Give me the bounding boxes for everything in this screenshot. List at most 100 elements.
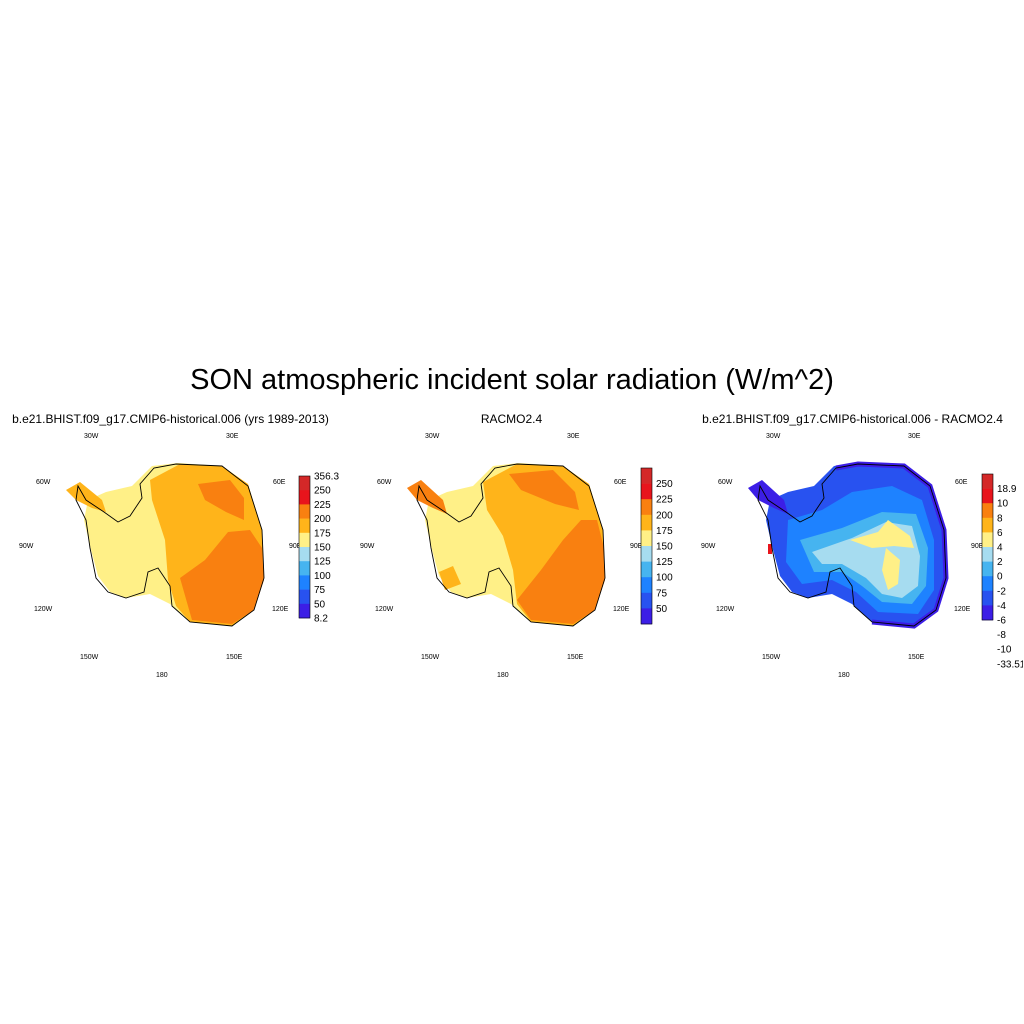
continent-field-racmo [407,463,605,626]
colorbar-tick-label: 250 [314,486,331,497]
colorbar-swatch [641,546,652,562]
svg-text:150E: 150E [908,654,925,661]
field-east-orange [509,470,605,624]
colorbar-swatch [299,603,310,619]
svg-text:150W: 150W [80,654,99,661]
svg-text:150E: 150E [567,654,584,661]
svg-text:60E: 60E [955,479,968,486]
colorbar-tick-label: 75 [314,585,326,596]
coastline [75,463,265,627]
colorbar-swatch [982,561,993,577]
colorbar-tick-label: 225 [314,500,331,511]
colorbar-swatch [299,575,310,590]
longitude-labels: 30W 30E 60W 60E 90W 90E 120W 120E 150W 1… [360,433,643,679]
colorbar-tick-label: -10 [997,645,1012,656]
colorbar-tick-label: 100 [314,571,331,582]
colorbar-swatch [641,468,652,484]
svg-text:30W: 30W [766,433,781,440]
colorbar-swatch [982,474,993,489]
antarctica-map-model: 30W 30E 60W 60E 90W 90E 120W 120E 150W 1… [19,433,339,679]
colorbar-frame [981,473,994,621]
colorbar-tick-label: -8 [997,630,1006,641]
svg-text:180: 180 [497,672,509,679]
colorbar-tick-label: 125 [656,557,673,568]
colorbar-tick-label: 0 [997,572,1003,583]
colorbar-swatch [982,488,993,504]
continent-field-model [66,463,264,626]
colorbar-tick-label: 4 [997,543,1003,554]
colorbar-swatch [299,490,310,505]
colorbar-swatch [982,605,993,621]
colorbar-tick-label: 6 [997,528,1003,539]
colorbar-swatch [641,608,652,625]
svg-text:30E: 30E [908,433,921,440]
coastline [416,463,606,627]
colorbar-tick-label: -2 [997,586,1006,597]
svg-text:60W: 60W [377,479,392,486]
colorbar-model: 356.3 250 225 200 175 150 125 100 75 50 8.2 [298,472,339,625]
coastline [757,463,947,627]
antarctica-map-difference: 30W 30E 60W 60E 90W 90E 120W 120E 150W 1… [701,433,1023,679]
colorbar-tick-label: 225 [656,495,673,506]
svg-text:120E: 120E [613,606,630,613]
map-panel-racmo: RACMO2.4 30W 30E 60W 60E 90W 90E 120W 12… [341,408,682,688]
panel-title-model: b.e21.BHIST.f09_g17.CMIP6-historical.006… [12,412,329,426]
colorbar-swatch [641,577,652,594]
colorbar-tick-label: 2 [997,557,1003,568]
colorbar-swatch [641,483,652,500]
svg-text:120W: 120W [34,606,53,613]
field-pale-yellow [850,520,914,590]
svg-text:150W: 150W [762,654,781,661]
svg-text:60W: 60W [718,479,733,486]
colorbar-difference: 18.9 10 8 6 4 2 0 -2 -4 -6 -8 -10 -33.51 [981,473,1023,670]
colorbar-tick-label: 175 [656,526,673,537]
svg-text:150W: 150W [421,654,440,661]
colorbar-swatch [299,518,310,534]
colorbar-tick-label: -4 [997,601,1006,612]
colorbar-tick-label: 100 [656,573,673,584]
panel-title-racmo: RACMO2.4 [480,412,543,426]
colorbar-swatch [982,517,993,533]
colorbar-swatch [641,530,652,547]
field-east-orange [180,480,264,624]
figure-title: SON atmospheric incident solar radiation… [190,364,834,396]
svg-text:150E: 150E [226,654,243,661]
colorbar-tick-label: 200 [314,514,331,525]
colorbar-swatch [299,589,310,605]
panel-title-difference: b.e21.BHIST.f09_g17.CMIP6-historical.006… [702,412,1003,426]
svg-text:60E: 60E [273,479,286,486]
colorbar-tick-label: 50 [314,599,326,610]
colorbar-swatch [641,514,652,531]
colorbar-tick-label: 250 [656,479,673,490]
colorbar-tick-label: 18.9 [997,484,1017,495]
colorbar-tick-label: -33.51 [997,659,1023,670]
colorbar-frame [298,475,311,619]
svg-text:180: 180 [838,672,850,679]
svg-text:120W: 120W [375,606,394,613]
colorbar-swatch [641,592,652,609]
svg-text:30E: 30E [226,433,239,440]
svg-text:60E: 60E [614,479,627,486]
colorbar-tick-label: 50 [656,604,668,615]
svg-text:90W: 90W [360,543,375,550]
colorbar-tick-label: 200 [656,510,673,521]
field-peninsula [66,482,106,512]
colorbar-tick-label: -6 [997,616,1006,627]
colorbar-swatch [641,561,652,578]
colorbar-tick-label: 150 [656,542,673,553]
colorbar-tick-label: 8.2 [314,614,328,625]
svg-text:90W: 90W [701,543,716,550]
colorbar-tick-label: 125 [314,557,331,568]
svg-text:180: 180 [156,672,168,679]
colorbar-tick-label: 356.3 [314,472,339,483]
colorbar-swatch [299,504,310,519]
colorbar-swatch [982,590,993,606]
svg-text:120W: 120W [716,606,735,613]
colorbar-tick-label: 175 [314,528,331,539]
colorbar-swatch [299,547,310,562]
map-panel-difference: b.e21.BHIST.f09_g17.CMIP6-historical.006… [682,408,1023,688]
colorbar-swatch [299,561,310,576]
colorbar-swatch [982,532,993,548]
field-peninsula [748,480,788,514]
colorbar-swatch [299,476,310,491]
